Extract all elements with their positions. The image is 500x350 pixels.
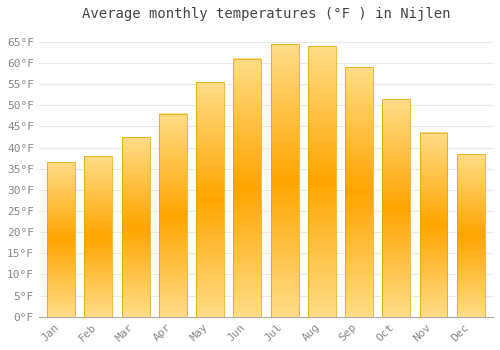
Bar (345, 67, 373, 317)
Bar (159, 114, 187, 317)
Bar (382, 99, 410, 317)
Bar (308, 46, 336, 317)
Bar (234, 59, 262, 317)
Title: Average monthly temperatures (°F ) in Nijlen: Average monthly temperatures (°F ) in Ni… (82, 7, 450, 21)
Bar (457, 154, 484, 317)
Bar (270, 44, 298, 317)
Bar (420, 133, 448, 317)
Bar (122, 137, 150, 317)
Bar (84, 156, 112, 317)
Bar (196, 82, 224, 317)
Bar (47, 162, 75, 317)
